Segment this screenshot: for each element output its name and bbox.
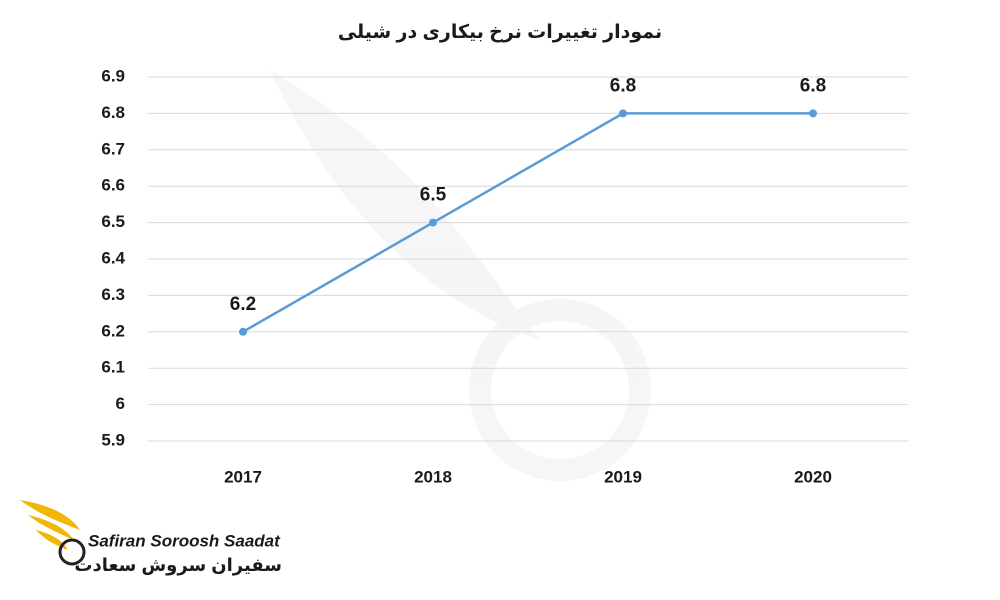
x-tick-label: 2017 [224,467,262,486]
logo: Safiran Soroosh Saadat سفیران سروش سعادت [20,500,282,576]
y-tick-label: 6.4 [101,248,125,267]
y-tick-label: 6.9 [101,66,125,85]
data-label: 6.2 [230,294,256,315]
y-tick-label: 6.1 [101,358,125,377]
data-label: 6.8 [610,75,636,96]
y-tick-label: 6.5 [101,212,125,231]
watermark-swirl [469,299,651,481]
logo-persian: سفیران سروش سعادت [74,555,282,576]
logo-latin: Safiran Soroosh Saadat [88,531,281,550]
line [242,112,813,333]
chart-title: نمودار تغییرات نرخ بیکاری در شیلی [338,22,662,43]
x-tick-label: 2018 [414,467,452,486]
y-tick-label: 6.8 [101,103,125,122]
logo-wing [20,500,80,550]
marker [809,109,817,118]
x-tick-label: 2020 [794,467,832,486]
y-tick-label: 6.7 [101,139,125,158]
data-label: 6.5 [420,185,447,206]
data-label: 6.8 [800,75,826,96]
watermark [270,70,651,481]
marker [239,327,247,336]
logo-swirl [58,538,86,566]
marker [429,218,437,227]
y-tick-label: 6.3 [101,285,125,304]
y-tick-label: 5.9 [101,430,125,449]
watermark-wing [270,70,540,340]
marker [619,109,627,118]
y-tick-label: 6 [116,394,125,413]
y-tick-label: 6.2 [101,321,125,340]
x-tick-label: 2019 [604,467,642,486]
y-tick-label: 6.6 [101,176,125,195]
